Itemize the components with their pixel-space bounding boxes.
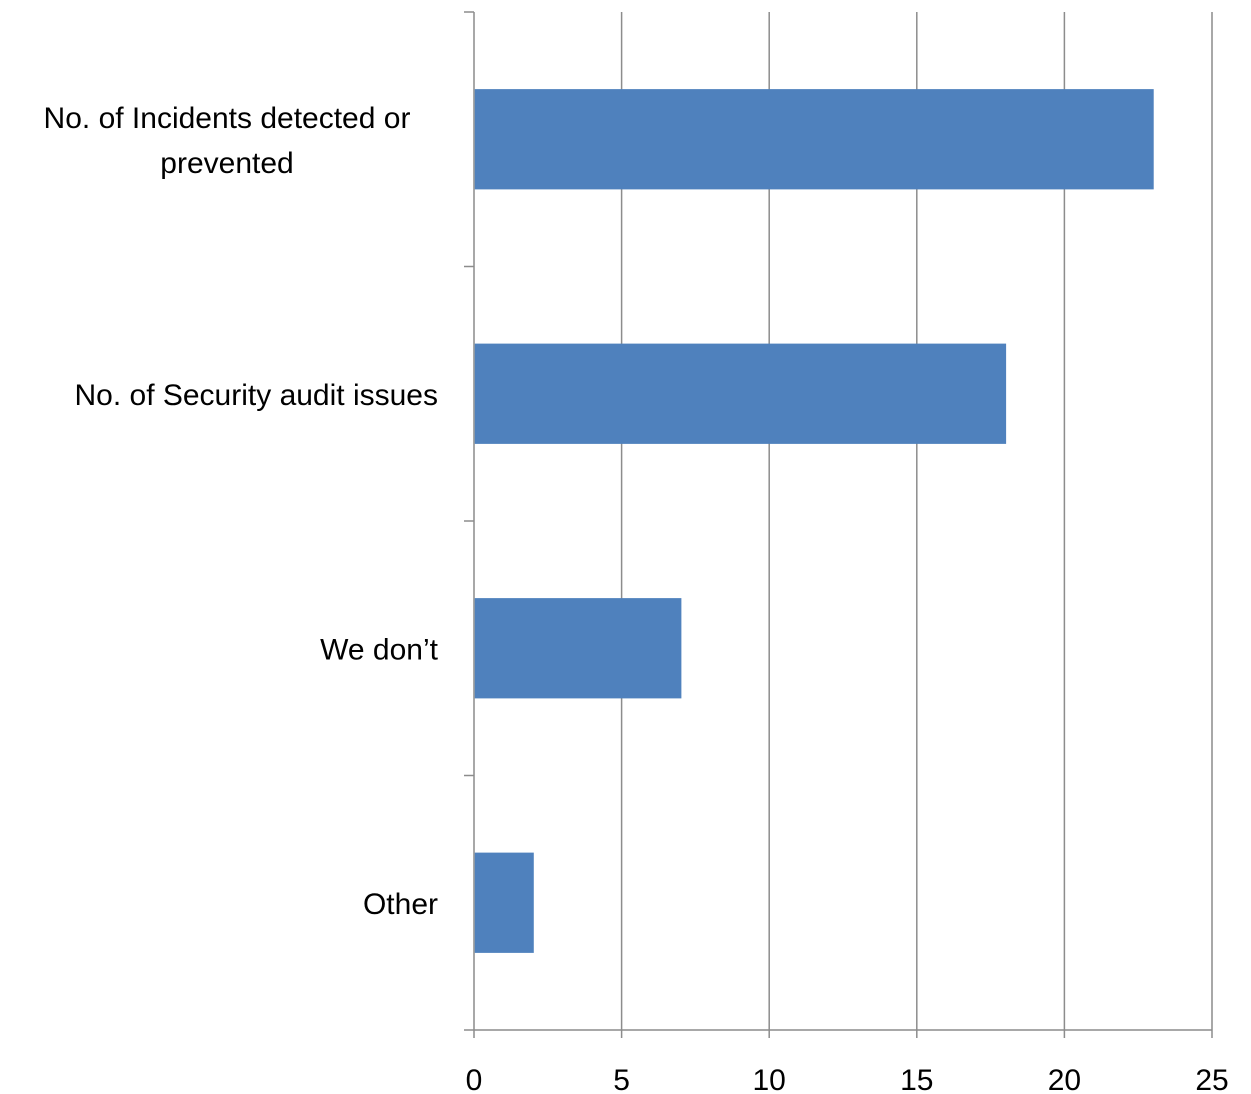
category-label: Other xyxy=(363,888,438,921)
category-label: No. of Incidents detected or xyxy=(44,102,411,135)
category-label: prevented xyxy=(160,147,293,180)
bar-2 xyxy=(474,343,1007,444)
category-labels: No. of Incidents detected or prevented No.… xyxy=(44,102,439,921)
axes xyxy=(464,11,1213,1038)
x-tick-label: 25 xyxy=(1195,1064,1228,1094)
category-label: No. of Security audit issues xyxy=(74,379,438,412)
bar-4 xyxy=(474,852,534,953)
bar-1 xyxy=(474,89,1154,190)
category-label: We don’t xyxy=(320,633,439,666)
x-tick-label: 15 xyxy=(900,1064,933,1094)
x-tick-label: 20 xyxy=(1048,1064,1081,1094)
x-tick-label: 10 xyxy=(753,1064,786,1094)
bars xyxy=(474,89,1154,953)
bar-3 xyxy=(474,598,682,699)
x-tick-label: 5 xyxy=(613,1064,630,1094)
x-tick-label: 0 xyxy=(466,1064,483,1094)
x-tick-labels: 0 5 10 15 20 25 xyxy=(466,1064,1229,1094)
